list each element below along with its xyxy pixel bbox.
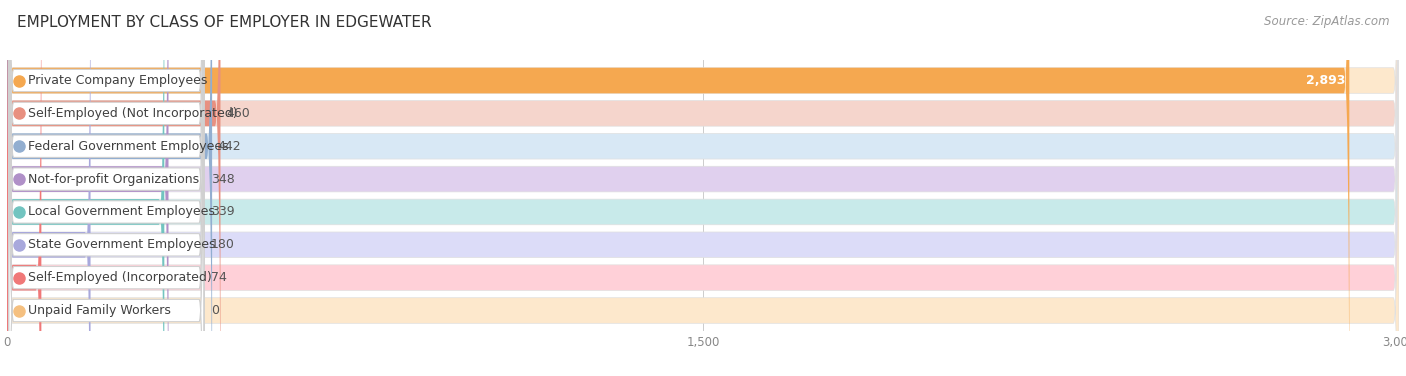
FancyBboxPatch shape [7,0,1399,376]
FancyBboxPatch shape [7,0,41,376]
FancyBboxPatch shape [7,0,1399,376]
Text: Private Company Employees: Private Company Employees [28,74,208,87]
Text: Local Government Employees: Local Government Employees [28,205,215,218]
FancyBboxPatch shape [8,0,204,376]
Text: 442: 442 [218,140,242,153]
FancyBboxPatch shape [7,0,1399,376]
FancyBboxPatch shape [7,0,1399,376]
Text: 2,893: 2,893 [1306,74,1346,87]
Text: Federal Government Employees: Federal Government Employees [28,140,229,153]
FancyBboxPatch shape [8,0,204,376]
Text: Self-Employed (Incorporated): Self-Employed (Incorporated) [28,271,212,284]
Text: 348: 348 [211,173,235,186]
FancyBboxPatch shape [8,0,204,376]
Text: 74: 74 [211,271,226,284]
Text: Unpaid Family Workers: Unpaid Family Workers [28,304,172,317]
FancyBboxPatch shape [7,0,169,376]
Text: Not-for-profit Organizations: Not-for-profit Organizations [28,173,200,186]
FancyBboxPatch shape [7,0,212,376]
FancyBboxPatch shape [8,0,204,376]
Text: 0: 0 [211,304,219,317]
Text: 180: 180 [211,238,235,251]
FancyBboxPatch shape [7,0,90,376]
Text: 460: 460 [226,107,250,120]
FancyBboxPatch shape [8,0,204,376]
FancyBboxPatch shape [8,0,204,376]
Text: Source: ZipAtlas.com: Source: ZipAtlas.com [1264,15,1389,28]
Text: EMPLOYMENT BY CLASS OF EMPLOYER IN EDGEWATER: EMPLOYMENT BY CLASS OF EMPLOYER IN EDGEW… [17,15,432,30]
FancyBboxPatch shape [8,0,204,376]
FancyBboxPatch shape [7,0,1399,376]
FancyBboxPatch shape [8,0,204,376]
FancyBboxPatch shape [7,0,1350,376]
FancyBboxPatch shape [7,0,1399,376]
Text: State Government Employees: State Government Employees [28,238,217,251]
FancyBboxPatch shape [7,0,221,376]
FancyBboxPatch shape [7,0,1399,376]
Text: Self-Employed (Not Incorporated): Self-Employed (Not Incorporated) [28,107,238,120]
Text: 339: 339 [211,205,235,218]
FancyBboxPatch shape [7,0,165,376]
FancyBboxPatch shape [7,0,1399,376]
